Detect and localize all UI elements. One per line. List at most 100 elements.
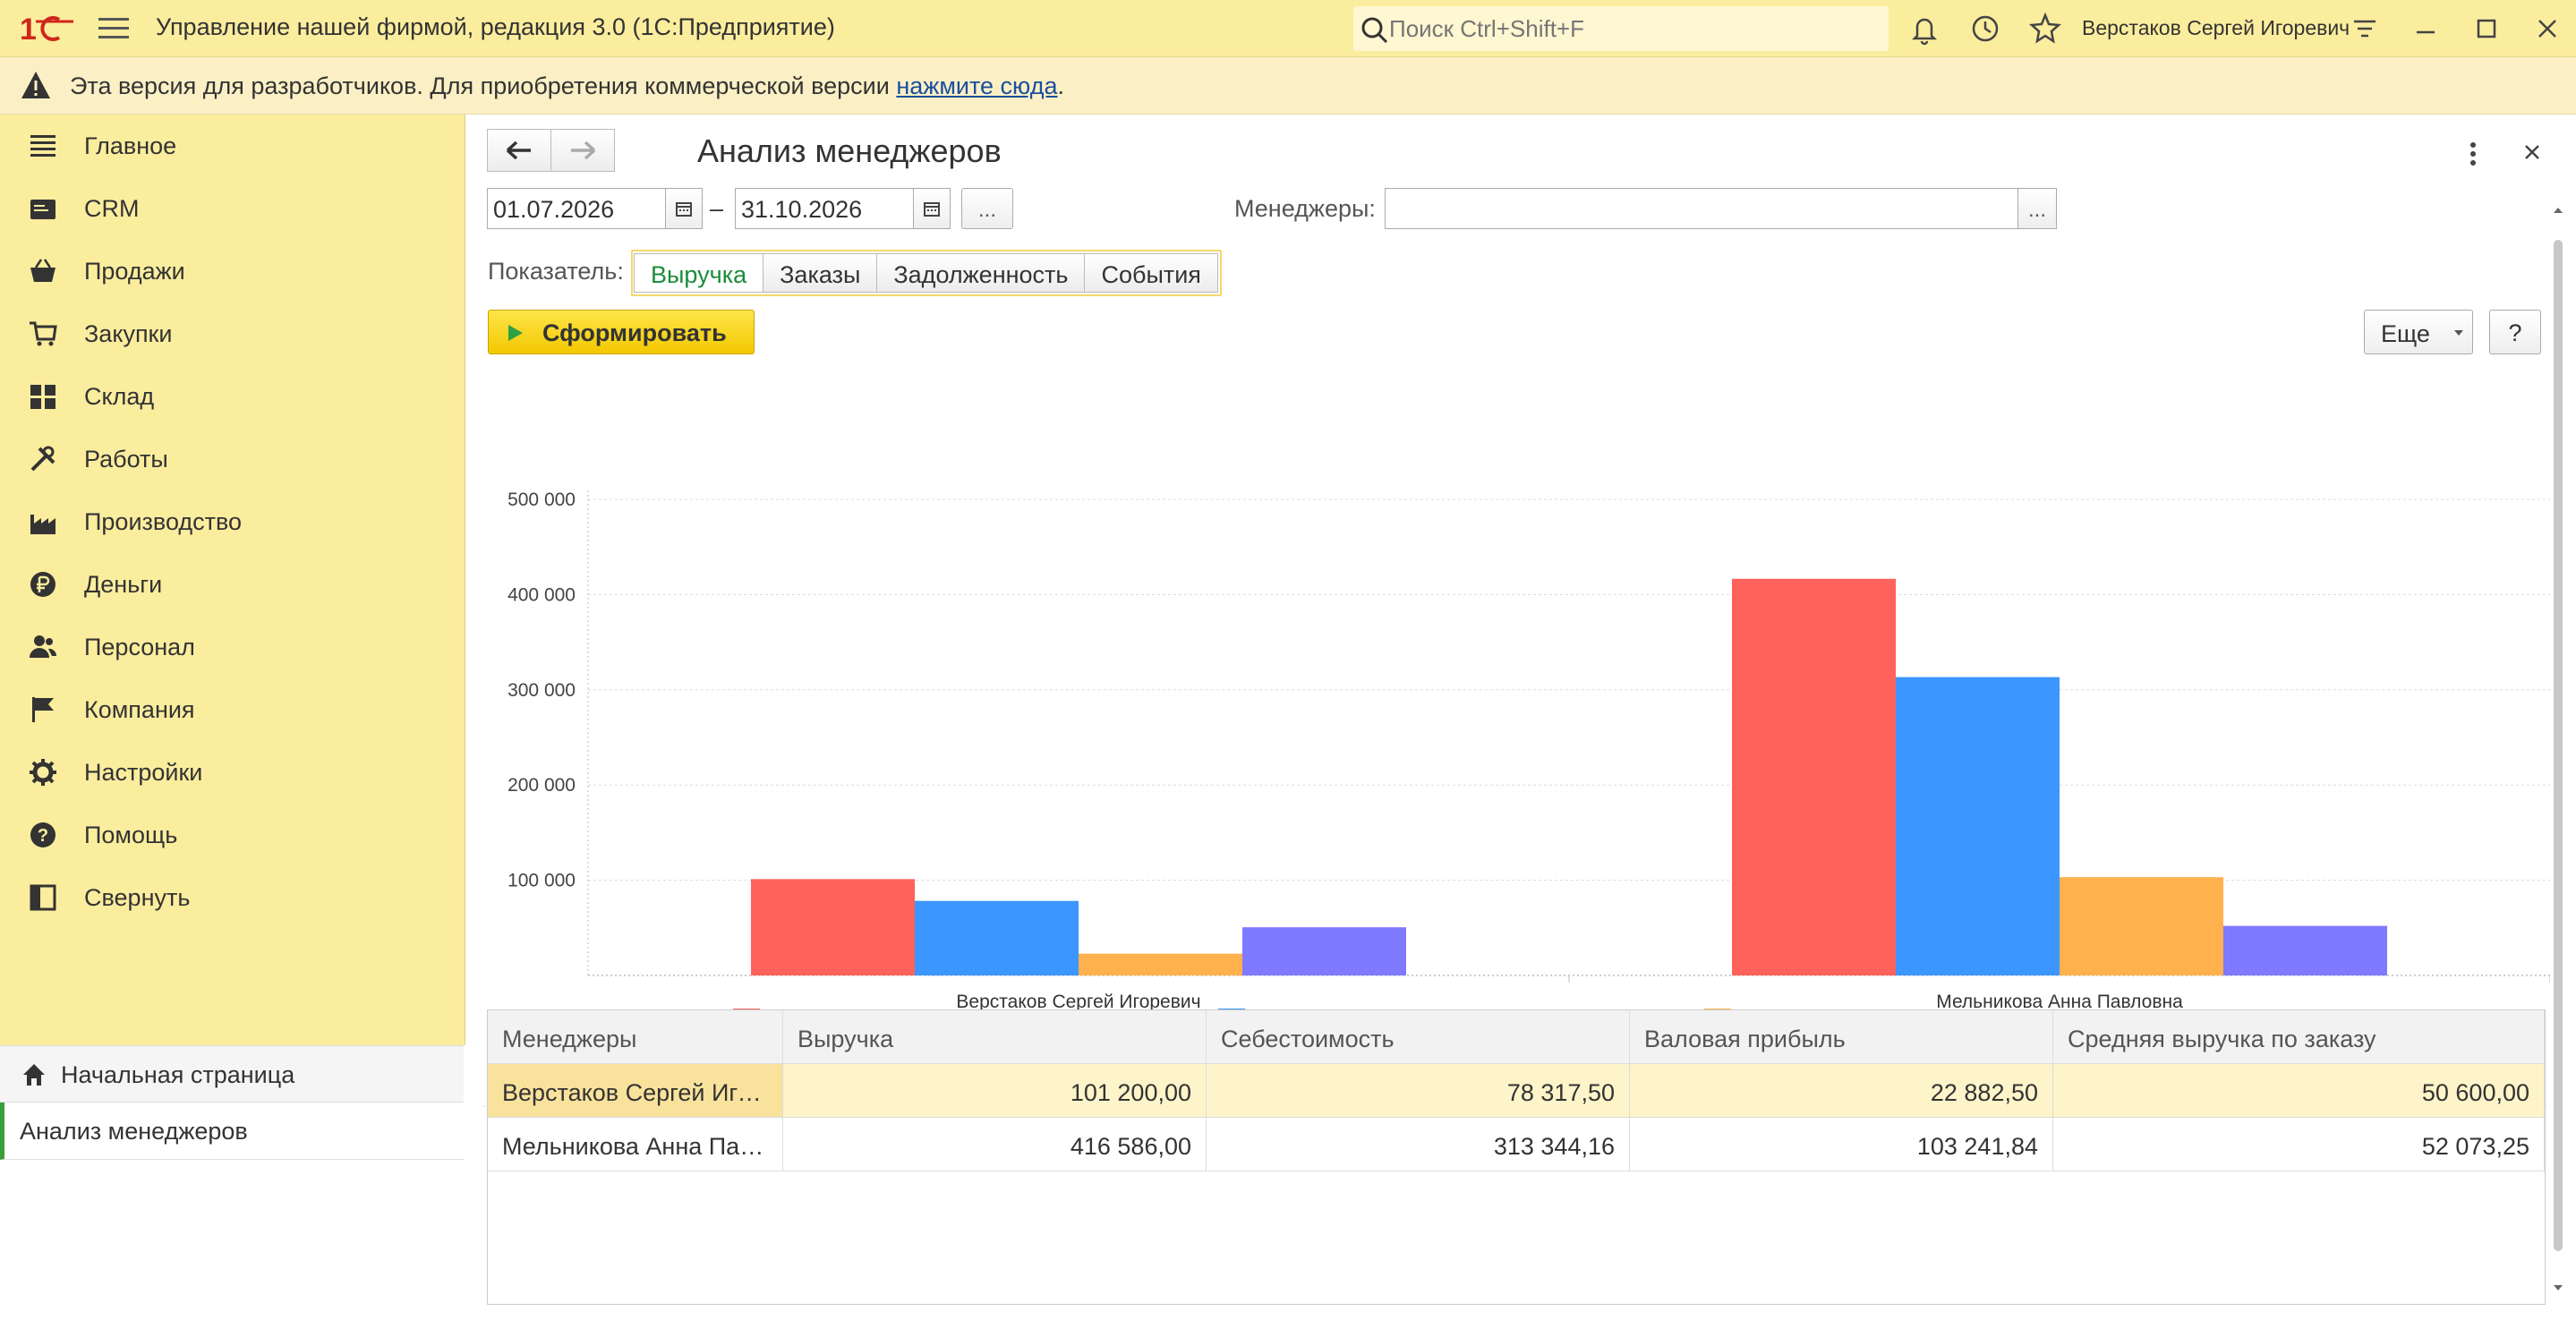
1c-logo[interactable]: 1 — [20, 11, 77, 47]
scroll-down-icon[interactable] — [2554, 1285, 2563, 1290]
generate-button[interactable]: Сформировать — [488, 310, 755, 354]
help-button[interactable]: ? — [2489, 310, 2541, 354]
bell-icon[interactable] — [1906, 11, 1942, 47]
table-cell[interactable]: 101 200,00 — [783, 1064, 1207, 1117]
period-select-button[interactable]: ... — [961, 188, 1013, 229]
sidebar-item[interactable]: Производство — [0, 490, 464, 553]
people-icon — [30, 635, 57, 658]
cart-icon — [30, 321, 57, 346]
table-cell[interactable]: 78 317,50 — [1207, 1064, 1630, 1117]
column-header[interactable]: Валовая прибыль — [1630, 1010, 2053, 1063]
sidebar-item-label: Закупки — [84, 320, 173, 347]
table-cell[interactable]: Верстаков Сергей Игоревич — [488, 1064, 783, 1117]
user-name[interactable]: Верстаков Сергей Игоревич — [2082, 16, 2350, 39]
sidebar-item-label: Помощь — [84, 822, 178, 848]
main-menu-button[interactable] — [98, 18, 129, 39]
table-cell[interactable]: 22 882,50 — [1630, 1064, 2053, 1117]
more-button[interactable]: Еще — [2364, 310, 2473, 354]
column-header[interactable]: Себестоимость — [1207, 1010, 1630, 1063]
column-header[interactable]: Выручка — [783, 1010, 1207, 1063]
star-icon[interactable] — [2027, 11, 2063, 47]
vertical-scrollbar[interactable] — [2549, 204, 2567, 1296]
table-cell[interactable]: 416 586,00 — [783, 1118, 1207, 1171]
generate-label: Сформировать — [542, 319, 727, 346]
scroll-up-icon[interactable] — [2554, 208, 2563, 213]
settings-menu-icon[interactable] — [2347, 11, 2383, 47]
column-header[interactable]: Менеджеры — [488, 1010, 783, 1063]
close-form-icon[interactable] — [2516, 136, 2548, 168]
date-from-field[interactable]: 01.07.2026 — [487, 188, 666, 229]
buy-link[interactable]: нажмите сюда — [896, 72, 1058, 99]
managers-label: Менеджеры: — [1234, 195, 1376, 222]
sidebar-item-label: Компания — [84, 696, 195, 723]
search-box[interactable] — [1353, 6, 1889, 51]
search-input[interactable] — [1389, 12, 1872, 46]
bar[interactable] — [751, 879, 915, 975]
home-page-item[interactable]: Начальная страница — [0, 1045, 464, 1103]
warning-icon — [21, 72, 50, 98]
x-tick-label: Верстаков Сергей Игоревич — [956, 992, 1200, 1012]
sidebar-item[interactable]: Настройки — [0, 741, 464, 804]
sidebar-item[interactable]: ? Помощь — [0, 804, 464, 866]
bar[interactable] — [2060, 877, 2223, 975]
chevron-down-icon — [2454, 330, 2463, 336]
managers-bar-chart: 500 000 400 000 300 000 200 000 100 000 Верст… — [482, 490, 2550, 1107]
minimize-icon[interactable] — [2408, 11, 2444, 47]
table-cell[interactable]: 313 344,16 — [1207, 1118, 1630, 1171]
managers-select-button[interactable]: ... — [2017, 188, 2057, 229]
sidebar-item[interactable]: Работы — [0, 428, 464, 490]
scrollbar-thumb[interactable] — [2554, 240, 2563, 1251]
close-window-icon[interactable] — [2529, 11, 2565, 47]
home-icon — [23, 1064, 45, 1086]
indicator-debt-tab[interactable]: Задолженность — [876, 253, 1086, 293]
back-button[interactable] — [487, 129, 551, 172]
indicator-events-tab[interactable]: События — [1084, 253, 1218, 293]
more-actions-icon[interactable] — [2462, 136, 2484, 172]
more-label: Еще — [2381, 320, 2430, 347]
bar[interactable] — [1732, 578, 1896, 975]
sidebar-item-label: Продажи — [84, 258, 185, 285]
open-window-label: Анализ менеджеров — [20, 1118, 248, 1145]
date-to-calendar-button[interactable] — [913, 188, 951, 229]
table-cell[interactable]: 103 241,84 — [1630, 1118, 2053, 1171]
sidebar-item[interactable]: CRM — [0, 177, 464, 240]
sidebar-item[interactable]: Персонал — [0, 616, 464, 678]
table-cell[interactable]: 50 600,00 — [2053, 1064, 2545, 1117]
sidebar-item[interactable]: Деньги — [0, 553, 464, 616]
bar[interactable] — [1896, 677, 2060, 975]
sidebar-item[interactable]: Свернуть — [0, 866, 464, 929]
sidebar-item-label: Главное — [84, 132, 177, 159]
table-cell[interactable]: 52 073,25 — [2053, 1118, 2545, 1171]
sidebar-item[interactable]: Закупки — [0, 302, 464, 365]
table-cell[interactable]: Мельникова Анна Павловна — [488, 1118, 783, 1171]
date-to-field[interactable]: 31.10.2026 — [735, 188, 914, 229]
maximize-icon[interactable] — [2469, 11, 2504, 47]
sidebar-item-label: CRM — [84, 195, 140, 222]
indicator-label: Показатель: — [488, 258, 624, 285]
sidebar-item[interactable]: Главное — [0, 115, 464, 177]
indicator-revenue-tab[interactable]: Выручка — [634, 253, 764, 293]
managers-field[interactable] — [1385, 188, 2018, 229]
column-header[interactable]: Средняя выручка по заказу — [2053, 1010, 2545, 1063]
search-icon — [1361, 17, 1388, 44]
bar[interactable] — [915, 900, 1079, 975]
sidebar-item[interactable]: Продажи — [0, 240, 464, 302]
date-from-calendar-button[interactable] — [665, 188, 703, 229]
sidebar-item-label: Деньги — [84, 571, 163, 598]
dev-notice-message: Эта версия для разработчиков. Для приобр… — [70, 72, 897, 99]
bar[interactable] — [1079, 953, 1242, 975]
y-tick-label: 300 000 — [508, 680, 576, 701]
sidebar-item[interactable]: Склад — [0, 365, 464, 428]
indicator-orders-tab[interactable]: Заказы — [763, 253, 878, 293]
bar[interactable] — [1242, 927, 1406, 975]
open-window-manager-analysis[interactable]: Анализ менеджеров — [0, 1103, 464, 1160]
history-icon[interactable] — [1967, 11, 2003, 47]
date-range-dash: – — [710, 195, 724, 222]
forward-button[interactable] — [550, 129, 615, 172]
sidebar-item[interactable]: Компания — [0, 678, 464, 741]
bar[interactable] — [2223, 925, 2387, 975]
factory-icon — [30, 515, 55, 534]
dev-notice-tail: . — [1057, 72, 1064, 99]
